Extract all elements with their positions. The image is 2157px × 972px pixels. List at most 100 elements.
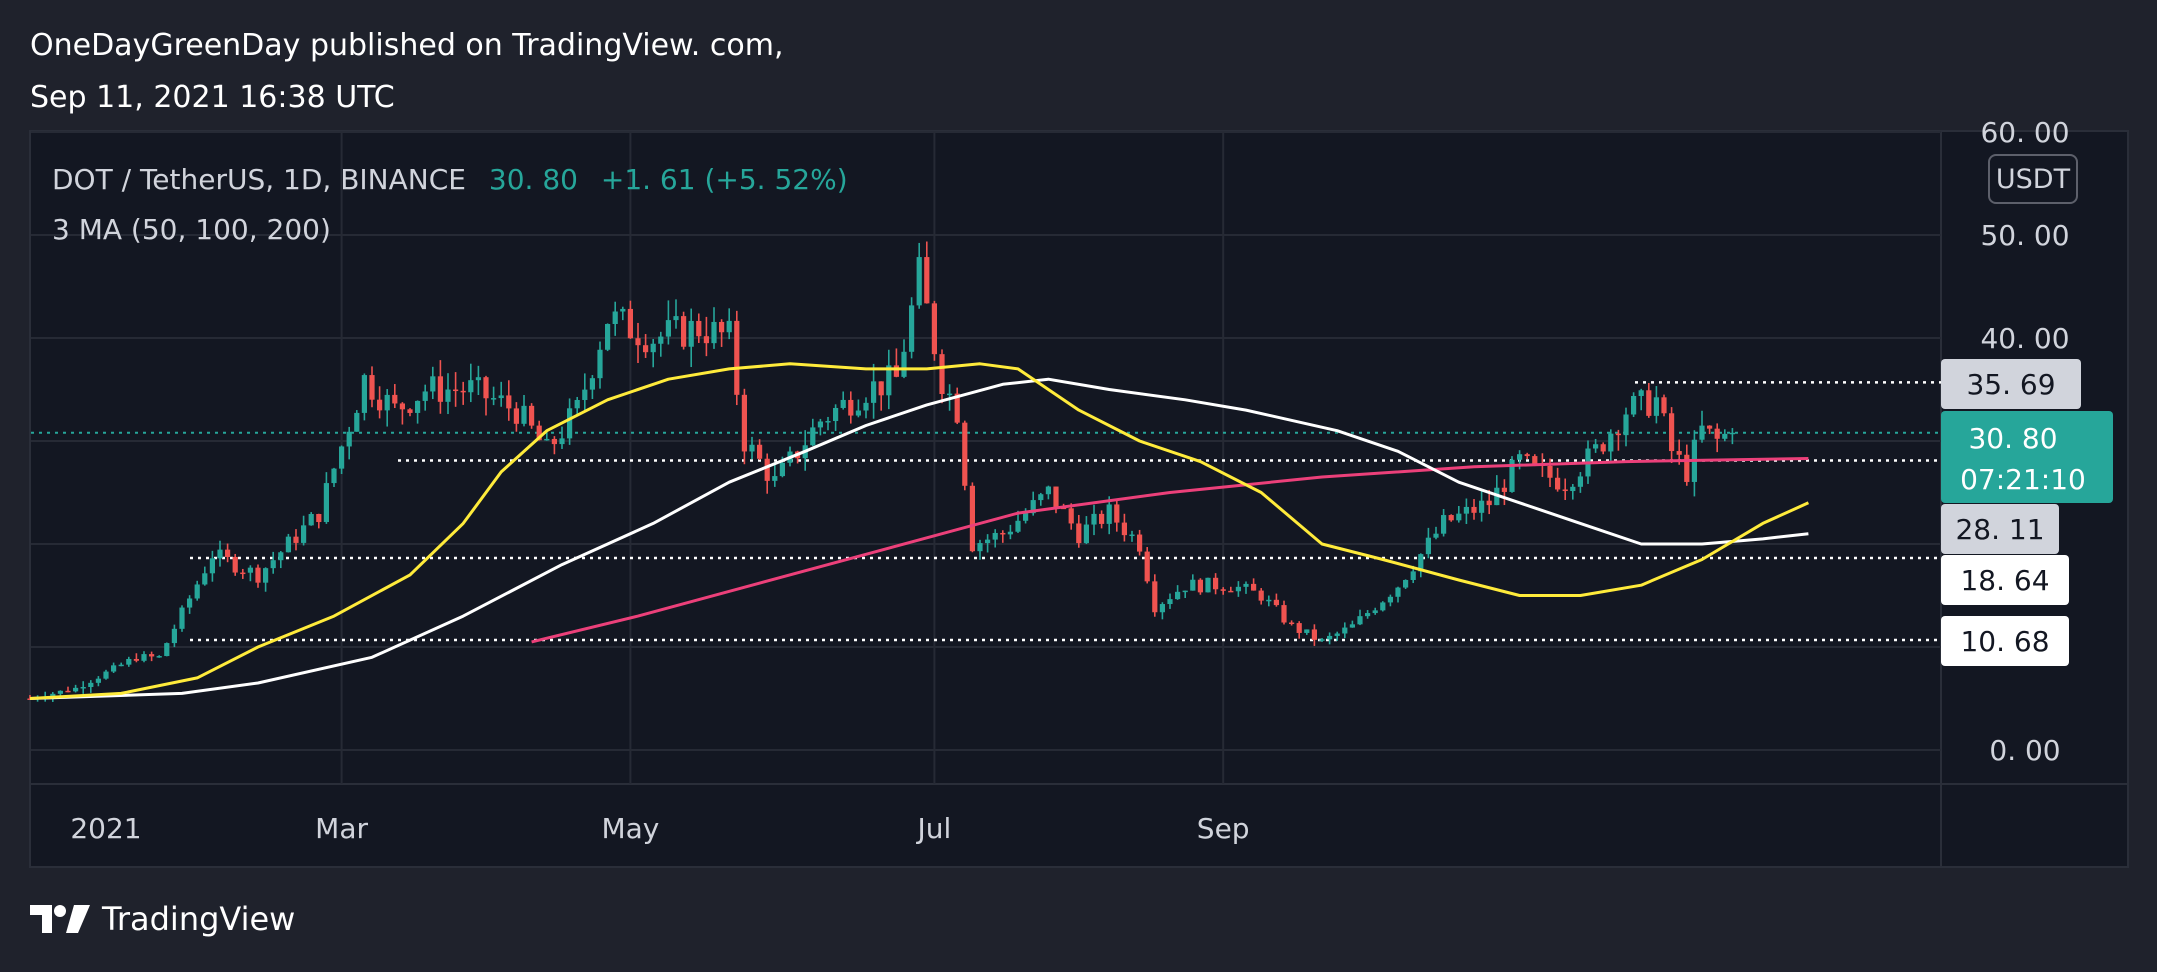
candle-body xyxy=(263,568,269,583)
candle-body xyxy=(589,378,595,390)
candle-body xyxy=(1235,586,1241,592)
candle-body xyxy=(1623,414,1629,436)
candle-body xyxy=(977,543,983,552)
candle-body xyxy=(825,421,831,423)
candle-body xyxy=(1007,531,1013,535)
candle-body xyxy=(1410,571,1416,580)
candle-body xyxy=(369,375,375,400)
candle-body xyxy=(1129,534,1135,537)
candle-body xyxy=(954,393,960,423)
candle-body xyxy=(1418,554,1424,572)
candle-body xyxy=(719,321,725,333)
candle-body xyxy=(1311,629,1317,640)
candle-body xyxy=(772,476,778,481)
candle-body xyxy=(529,405,535,426)
candle-body xyxy=(969,485,975,552)
candle-body xyxy=(240,572,246,575)
candle-body xyxy=(498,395,504,399)
candle-body xyxy=(1106,504,1112,524)
candle-body xyxy=(270,560,276,569)
candle-body xyxy=(1615,433,1621,436)
candle-body xyxy=(1357,616,1363,625)
candle-body xyxy=(734,320,740,395)
candle-body xyxy=(924,257,930,304)
x-tick-label: Sep xyxy=(1197,812,1250,845)
candle-body xyxy=(871,381,877,403)
candle-body xyxy=(1349,624,1355,628)
candle-body xyxy=(1114,504,1120,523)
candle-body xyxy=(1729,432,1735,435)
candle-body xyxy=(1121,522,1127,536)
symbol-legend[interactable]: DOT / TetherUS, 1D, BINANCE 30. 80 +1. 6… xyxy=(52,163,848,196)
candle-body xyxy=(1159,604,1165,613)
candle-body xyxy=(1676,451,1682,455)
candle-body xyxy=(1342,627,1348,634)
candle-body xyxy=(1532,456,1538,465)
candle-body xyxy=(916,257,922,306)
candle-body xyxy=(118,664,124,667)
candle-body xyxy=(1023,513,1029,521)
candle-body xyxy=(1441,515,1447,534)
candle-body xyxy=(1220,589,1226,591)
candle-body xyxy=(293,536,299,543)
candle-body xyxy=(1137,534,1143,552)
candle-body xyxy=(1593,444,1599,449)
level-label-box xyxy=(1941,616,2069,666)
candle-body xyxy=(840,399,846,408)
candle-body xyxy=(931,303,937,355)
last-price-label: 30. 80 xyxy=(1968,422,2057,455)
candle-body xyxy=(80,686,86,689)
candle-body xyxy=(696,320,702,337)
candle-body xyxy=(1296,623,1302,633)
candle-body xyxy=(1319,639,1325,641)
candle-body xyxy=(1053,486,1059,508)
candle-body xyxy=(1228,590,1234,593)
publish-date: Sep 11, 2021 16:38 UTC xyxy=(30,80,395,115)
candle-body xyxy=(962,422,968,486)
candle-body xyxy=(1433,533,1439,538)
candle-body xyxy=(308,514,314,526)
candle-body xyxy=(985,539,991,544)
candle-body xyxy=(407,409,413,413)
candle-body xyxy=(225,549,231,557)
candle-body xyxy=(726,320,732,333)
indicator-legend[interactable]: 3 MA (50, 100, 200) xyxy=(52,213,331,246)
candle-body xyxy=(377,399,383,411)
candle-body xyxy=(88,682,94,687)
candle-body xyxy=(445,389,451,402)
last-price-label-box xyxy=(1941,411,2113,503)
candle-body xyxy=(1646,390,1652,416)
candle-body xyxy=(597,349,603,379)
level-label-box xyxy=(1941,555,2069,605)
candle-body xyxy=(1144,551,1150,582)
candle-body xyxy=(1600,444,1606,452)
candle-body xyxy=(141,654,147,661)
candle-body xyxy=(1099,513,1105,524)
candle-body xyxy=(1661,397,1667,414)
last-price: 30. 80 xyxy=(488,163,578,196)
candle-body xyxy=(506,395,512,409)
candle-body xyxy=(1684,454,1690,482)
candle-body xyxy=(1258,590,1264,601)
candle-body xyxy=(1722,433,1728,439)
candle-body xyxy=(1517,454,1523,460)
candle-body xyxy=(209,558,215,574)
candle-body xyxy=(627,308,633,339)
candle-body xyxy=(1281,605,1287,623)
candle-body xyxy=(1038,494,1044,501)
tradingview-logo-icon xyxy=(30,905,90,933)
candle-body xyxy=(1714,428,1720,439)
candle-body xyxy=(285,536,291,553)
candle-body xyxy=(1304,629,1310,633)
currency-badge[interactable]: USDT xyxy=(1988,154,2078,204)
candle-body xyxy=(643,345,649,353)
candle-body xyxy=(1289,622,1295,625)
candle-body xyxy=(126,658,132,665)
candle-body xyxy=(1152,581,1158,613)
candle-body xyxy=(1045,486,1051,495)
candle-body xyxy=(361,375,367,413)
candle-body xyxy=(278,552,284,561)
candle-body xyxy=(453,389,459,392)
candle-body xyxy=(1327,635,1333,640)
